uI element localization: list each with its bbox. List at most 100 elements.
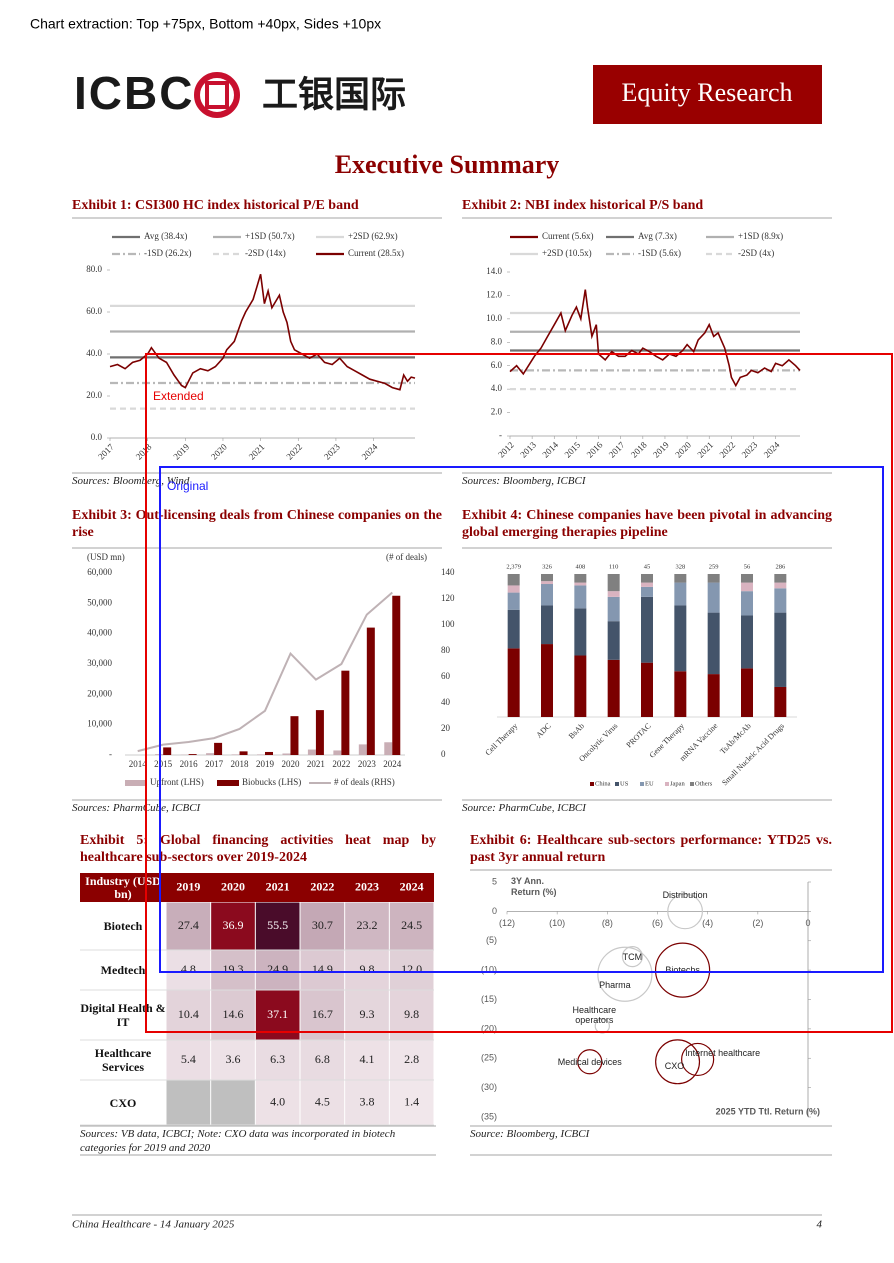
heat-cell xyxy=(300,950,345,990)
bar-segment xyxy=(507,648,520,717)
legend-label: -1SD (5.6x) xyxy=(638,248,681,258)
heat-cell xyxy=(300,1040,345,1080)
x-tick-label: (12) xyxy=(499,918,515,928)
y-tick-label: (20) xyxy=(481,1023,497,1033)
bubble xyxy=(621,946,644,968)
bar-segment xyxy=(607,591,620,597)
source-note: Sources: PharmCube, ICBCI xyxy=(72,802,201,814)
legend-label: +2SD (10.5x) xyxy=(542,248,592,258)
x-tick-label: (10) xyxy=(549,918,565,928)
bar-segment xyxy=(741,591,753,616)
bar-segment xyxy=(507,592,520,610)
column-header: 2022 xyxy=(310,879,334,893)
legend-swatch xyxy=(615,782,619,786)
heat-cell xyxy=(255,902,300,950)
x-tick-label: Small Nucleic Acid Drugs xyxy=(720,721,786,787)
bar-segment xyxy=(607,621,620,660)
source-note-box: Source: Bloomberg, ICBCI xyxy=(470,1128,589,1140)
bar-segment xyxy=(674,605,687,672)
cell-label: 27.4 xyxy=(178,918,199,932)
bar-segment xyxy=(574,574,587,583)
series-line xyxy=(509,289,801,388)
x-tick-label: 2014 xyxy=(540,439,560,459)
heat-cell xyxy=(345,1040,389,1080)
x-tick-label: 2016 xyxy=(585,439,605,459)
legend-swatch xyxy=(640,782,644,786)
cell-label: 5.4 xyxy=(181,1052,196,1066)
bubble xyxy=(667,893,704,930)
x-tick-label: 2014 xyxy=(129,759,148,769)
cell-label: 4.5 xyxy=(315,1094,330,1108)
original-box xyxy=(159,466,884,973)
row-header-box: Healthcare Services xyxy=(95,1046,151,1074)
bar xyxy=(290,716,299,755)
heat-cell xyxy=(300,902,345,950)
heat-cell xyxy=(255,950,300,990)
x-tick-label: PROTAC xyxy=(624,721,652,749)
y-tick-label: 5 xyxy=(492,876,497,886)
legend-label: US xyxy=(620,780,629,787)
bar-segment xyxy=(574,608,587,656)
bar-segment xyxy=(707,674,720,717)
bar-segment xyxy=(741,574,753,583)
cell-label: 3.8 xyxy=(360,1094,375,1108)
cell-label: 36.9 xyxy=(223,918,244,932)
bar-segment xyxy=(607,596,620,622)
bar-segment xyxy=(574,655,587,717)
legend-label: -2SD (4x) xyxy=(738,248,774,258)
extended-box xyxy=(145,353,893,1033)
exhibit-title: Exhibit 3: Out-licensing deals from Chin… xyxy=(72,508,442,540)
column-header: 2020 xyxy=(221,879,245,893)
y-tick-label: (10) xyxy=(481,965,497,975)
bubble-label-box: Distribution xyxy=(663,890,708,900)
x-tick-label: 2023 xyxy=(358,759,377,769)
bar-segment xyxy=(641,586,653,597)
bar-segment xyxy=(641,662,653,717)
header-row xyxy=(80,873,434,902)
x-tick-label: 2013 xyxy=(518,439,538,459)
charts: Exhibit 1: CSI300 HC index historical P/… xyxy=(72,198,832,1156)
row-header: Biotech xyxy=(103,919,143,933)
x-tick-label: (6) xyxy=(652,918,663,928)
y-tick-label: 14.0 xyxy=(486,266,502,276)
bar-segment xyxy=(574,585,587,609)
badge-text: Equity Research xyxy=(621,78,792,107)
row-header: CXO xyxy=(109,1095,137,1110)
x-axis-title: 2025 YTD Ttl. Return (%) xyxy=(716,1106,820,1116)
y2-tick-label: 60 xyxy=(441,671,451,681)
legend-label: Current (5.6x) xyxy=(542,231,594,241)
y-tick-label: 0 xyxy=(492,906,497,916)
exhibit-title: Exhibit 6: Healthcare sub-sectors perfor… xyxy=(470,833,832,865)
x-tick-label: 2017 xyxy=(607,439,627,459)
cell-label: 2.8 xyxy=(404,1052,419,1066)
total-label: 56 xyxy=(744,563,751,570)
y2-tick-label: 80 xyxy=(441,645,451,655)
logo-text: ICBC xyxy=(74,67,194,119)
footer-left: China Healthcare - 14 January 2025 xyxy=(72,1219,235,1231)
legend-swatch xyxy=(665,782,669,786)
source-note: Sources: VB data, ICBCI; Note: CXO data … xyxy=(80,1128,396,1154)
bar-segment xyxy=(774,686,787,717)
bar xyxy=(206,753,215,755)
bar xyxy=(366,627,375,755)
y-tick-label: 2.0 xyxy=(491,407,503,417)
cell-label: 4.0 xyxy=(270,1094,285,1108)
bar-segment xyxy=(674,582,687,606)
logo-emblem-inner xyxy=(205,81,229,109)
source-note: Sources: Bloomberg, Wind xyxy=(72,475,190,487)
legend-label: +1SD (8.9x) xyxy=(738,231,783,241)
y-tick-label: 10.0 xyxy=(486,313,502,323)
exhibit-title-box: Exhibit 5: Global financing activities h… xyxy=(80,833,436,865)
bar-segment xyxy=(541,581,553,585)
x-tick-label: 2023 xyxy=(740,439,760,459)
bar-segment xyxy=(541,584,553,606)
y-tick-label: (35) xyxy=(481,1111,497,1121)
bar-segment xyxy=(741,582,753,592)
bar xyxy=(282,753,291,755)
y-tick-label: 50,000 xyxy=(87,597,112,607)
x-tick-label: TsAb/McAb xyxy=(718,721,753,756)
exhibit-title: Exhibit 2: NBI index historical P/S band xyxy=(462,198,704,213)
bar xyxy=(341,670,350,755)
row-header-box: CXO xyxy=(109,1095,137,1110)
x-tick-label: 2019 xyxy=(651,439,671,459)
